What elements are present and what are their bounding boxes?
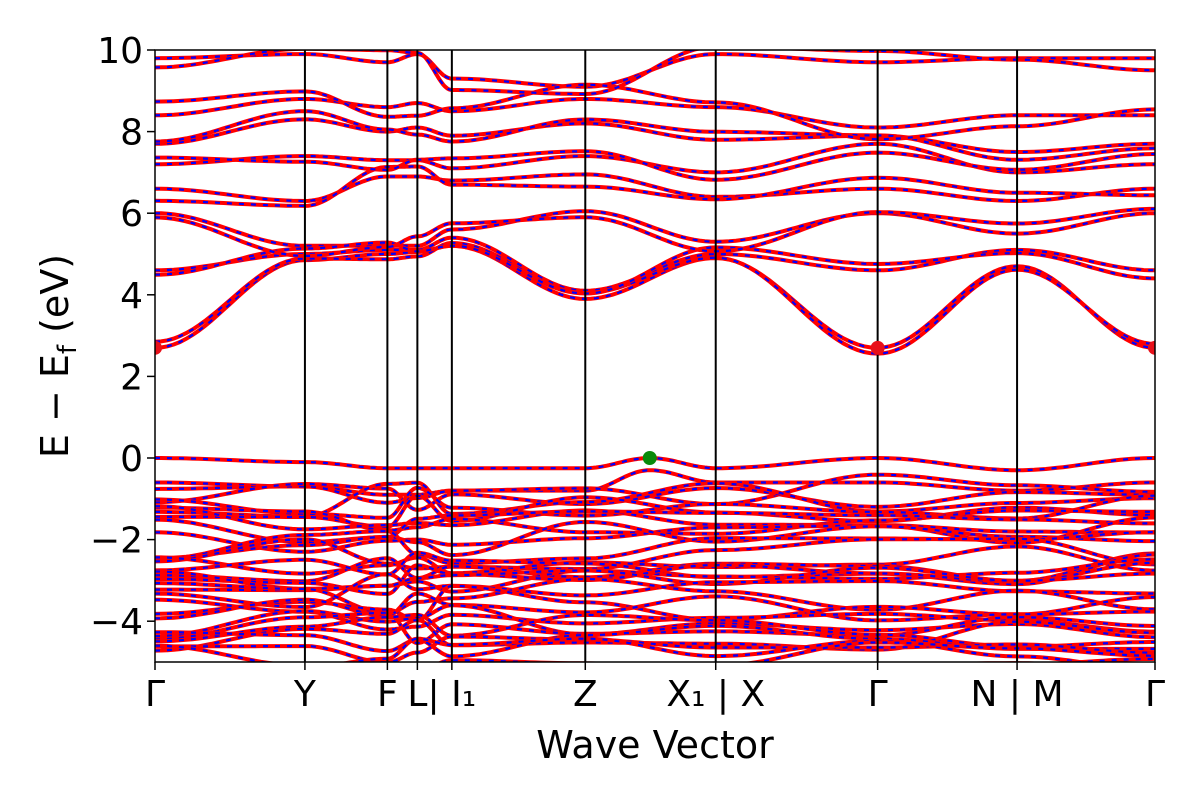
x-axis-ticks: Γ Y F L | I₁ Z X₁ | X Γ N | M Γ	[145, 662, 1165, 715]
band-spin-down	[155, 537, 1155, 571]
y-axis-label-main: E − E	[33, 354, 77, 458]
plot-frame	[154, 49, 1156, 663]
band-spin-down	[155, 207, 1155, 257]
band-spin-down	[155, 613, 1155, 648]
band-spin-down	[155, 635, 1155, 662]
extremum-markers	[155, 340, 1155, 465]
band-spin-down	[155, 473, 1155, 506]
band-spin-down	[155, 618, 1155, 652]
band-spin-down	[346, 637, 1088, 662]
band-spin-down	[155, 520, 1155, 560]
x-tick-label: L	[407, 674, 427, 715]
band-spin-down	[155, 456, 1155, 472]
y-tick-label: 10	[97, 31, 143, 72]
band-spin-down	[155, 566, 1155, 590]
band-spin-down	[155, 241, 1155, 295]
band-spin-down	[155, 118, 1155, 154]
y-tick-label: 8	[120, 113, 143, 154]
band-spin-down	[155, 592, 1155, 622]
band-spin-down	[155, 577, 1155, 615]
vbm-marker	[642, 451, 657, 465]
x-tick-label: X₁ | X	[666, 674, 765, 715]
y-tick-label: −2	[90, 521, 143, 562]
kpoint-divider-lines	[303, 50, 1019, 662]
y-tick-label: 2	[120, 357, 143, 398]
x-axis-label: Wave Vector	[536, 723, 774, 767]
y-tick-label: 4	[120, 276, 143, 317]
band-spin-down	[155, 506, 1155, 535]
cbm-marker	[1148, 340, 1155, 355]
band-spin-down	[155, 482, 1155, 512]
band-spin-up	[155, 141, 1155, 175]
y-tick-label: 0	[120, 439, 143, 480]
x-tick-label: Γ	[145, 674, 165, 715]
x-tick-label: Y	[293, 674, 317, 715]
x-tick-label: Γ	[1145, 674, 1165, 715]
cbm-marker	[870, 340, 885, 355]
band-spin-down	[155, 516, 1155, 553]
band-spin-down	[155, 505, 1155, 534]
y-axis-label: E − Ef (eV)	[33, 254, 83, 458]
band-spin-up	[155, 50, 1155, 96]
band-lines	[155, 50, 1155, 662]
y-axis-label-unit: (eV)	[33, 254, 77, 345]
cbm-marker	[155, 340, 162, 355]
band-spin-down	[155, 165, 1155, 208]
band-spin-down	[155, 611, 1155, 645]
y-axis-ticks: −4 −2 0 2 4 6 8 10	[90, 31, 155, 643]
band-spin-down	[155, 53, 1155, 88]
x-tick-label: Γ	[868, 674, 888, 715]
y-axis-label-sub: f	[53, 344, 83, 354]
x-tick-label: F	[377, 674, 398, 715]
x-tick-label: Z	[573, 674, 598, 715]
x-tick-label: | I₁	[428, 674, 477, 715]
y-tick-label: 6	[120, 194, 143, 235]
y-tick-label: −4	[90, 602, 143, 643]
band-spin-up	[155, 640, 1155, 662]
band-spin-up	[155, 149, 1155, 182]
band-spin-down	[155, 83, 1155, 141]
x-tick-label: N | M	[971, 674, 1064, 715]
band-spin-down	[155, 110, 1155, 161]
